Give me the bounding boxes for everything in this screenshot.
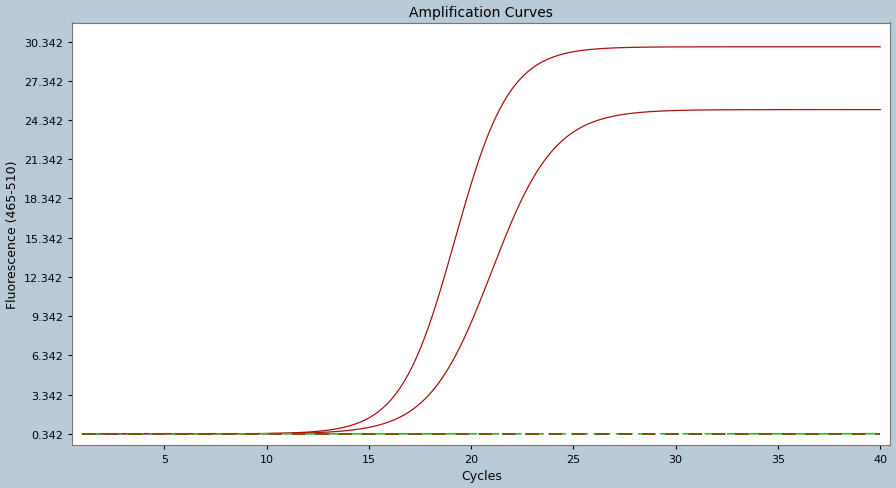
X-axis label: Cycles: Cycles bbox=[461, 469, 502, 483]
Title: Amplification Curves: Amplification Curves bbox=[409, 5, 554, 20]
Y-axis label: Fluorescence (465-510): Fluorescence (465-510) bbox=[5, 160, 19, 308]
